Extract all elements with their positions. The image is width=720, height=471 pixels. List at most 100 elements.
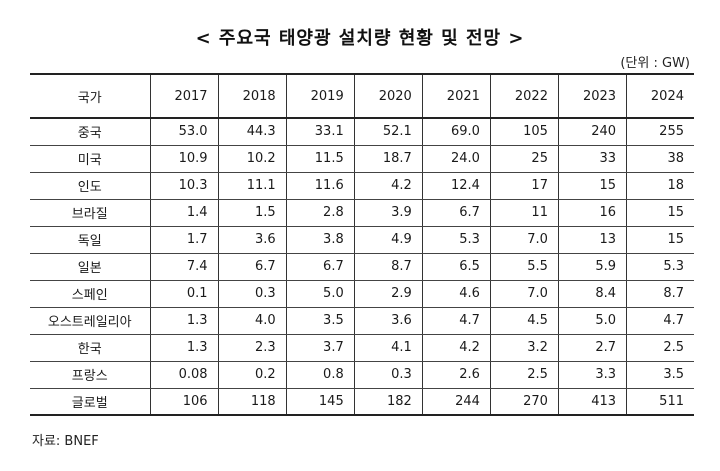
header-country: 국가 <box>30 74 151 118</box>
value-cell: 244 <box>421 388 491 416</box>
header-year: 2024 <box>626 74 694 118</box>
country-cell: 독일 <box>30 226 151 254</box>
value-cell: 6.5 <box>421 253 491 281</box>
table-body: 중국 53.0 44.3 33.1 52.1 69.0 105 240 255 미국 10.9 10.… <box>30 118 694 416</box>
table-header-row: 국가 2017 2018 2019 2020 2021 2022 2023 20… <box>30 74 694 118</box>
table-row: 미국 10.9 10.2 11.5 18.7 24.0 25 33 38 <box>30 145 694 173</box>
country-cell: 인도 <box>30 172 151 200</box>
value-cell: 11.1 <box>217 172 287 200</box>
value-cell: 4.7 <box>626 307 694 335</box>
header-year: 2023 <box>557 74 628 118</box>
value-cell: 11.6 <box>285 172 355 200</box>
value-cell: 4.5 <box>489 307 559 335</box>
value-cell: 0.08 <box>149 361 219 389</box>
value-cell: 8.7 <box>626 280 694 308</box>
value-cell: 3.5 <box>285 307 355 335</box>
country-cell: 오스트레일리아 <box>30 307 151 335</box>
value-cell: 0.2 <box>217 361 287 389</box>
table-row: 프랑스 0.08 0.2 0.8 0.3 2.6 2.5 3.3 3.5 <box>30 361 694 389</box>
value-cell: 8.7 <box>353 253 423 281</box>
value-cell: 2.5 <box>626 334 694 362</box>
value-cell: 4.1 <box>353 334 423 362</box>
source-note: 자료: BNEF <box>32 434 99 449</box>
value-cell: 4.9 <box>353 226 423 254</box>
value-cell: 10.2 <box>217 145 287 173</box>
value-cell: 33 <box>557 145 628 173</box>
country-cell: 스페인 <box>30 280 151 308</box>
value-cell: 413 <box>557 388 628 416</box>
value-cell: 5.3 <box>421 226 491 254</box>
value-cell: 1.3 <box>149 307 219 335</box>
value-cell: 182 <box>353 388 423 416</box>
value-cell: 4.0 <box>217 307 287 335</box>
value-cell: 4.2 <box>421 334 491 362</box>
value-cell: 105 <box>489 118 559 146</box>
value-cell: 52.1 <box>353 118 423 146</box>
table-row: 일본 7.4 6.7 6.7 8.7 6.5 5.5 5.9 5.3 <box>30 253 694 281</box>
table-row: 한국 1.3 2.3 3.7 4.1 4.2 3.2 2.7 2.5 <box>30 334 694 362</box>
value-cell: 4.2 <box>353 172 423 200</box>
header-year: 2021 <box>421 74 491 118</box>
value-cell: 1.5 <box>217 199 287 227</box>
value-cell: 0.3 <box>353 361 423 389</box>
unit-label: (단위 : GW) <box>620 56 690 71</box>
value-cell: 6.7 <box>421 199 491 227</box>
header-year: 2022 <box>489 74 559 118</box>
value-cell: 15 <box>626 199 694 227</box>
value-cell: 0.1 <box>149 280 219 308</box>
table-row: 오스트레일리아 1.3 4.0 3.5 3.6 4.7 4.5 5.0 4.7 <box>30 307 694 335</box>
value-cell: 3.6 <box>217 226 287 254</box>
value-cell: 2.6 <box>421 361 491 389</box>
value-cell: 10.3 <box>149 172 219 200</box>
value-cell: 511 <box>626 388 694 416</box>
value-cell: 6.7 <box>285 253 355 281</box>
value-cell: 11 <box>489 199 559 227</box>
value-cell: 2.7 <box>557 334 628 362</box>
value-cell: 69.0 <box>421 118 491 146</box>
value-cell: 8.4 <box>557 280 628 308</box>
country-cell: 글로벌 <box>30 388 151 416</box>
value-cell: 15 <box>626 226 694 254</box>
country-cell: 미국 <box>30 145 151 173</box>
country-cell: 중국 <box>30 118 151 146</box>
value-cell: 13 <box>557 226 628 254</box>
header-year: 2019 <box>285 74 355 118</box>
value-cell: 2.3 <box>217 334 287 362</box>
value-cell: 1.7 <box>149 226 219 254</box>
value-cell: 25 <box>489 145 559 173</box>
value-cell: 240 <box>557 118 628 146</box>
value-cell: 24.0 <box>421 145 491 173</box>
value-cell: 3.3 <box>557 361 628 389</box>
page-title: < 주요국 태양광 설치량 현황 및 전망 > <box>195 28 525 49</box>
value-cell: 12.4 <box>421 172 491 200</box>
value-cell: 38 <box>626 145 694 173</box>
value-cell: 3.5 <box>626 361 694 389</box>
value-cell: 10.9 <box>149 145 219 173</box>
value-cell: 145 <box>285 388 355 416</box>
value-cell: 7.0 <box>489 280 559 308</box>
value-cell: 3.6 <box>353 307 423 335</box>
table-row: 브라질 1.4 1.5 2.8 3.9 6.7 11 16 15 <box>30 199 694 227</box>
value-cell: 15 <box>557 172 628 200</box>
value-cell: 3.9 <box>353 199 423 227</box>
value-cell: 5.0 <box>557 307 628 335</box>
value-cell: 3.2 <box>489 334 559 362</box>
value-cell: 6.7 <box>217 253 287 281</box>
value-cell: 11.5 <box>285 145 355 173</box>
value-cell: 4.6 <box>421 280 491 308</box>
value-cell: 5.9 <box>557 253 628 281</box>
value-cell: 0.8 <box>285 361 355 389</box>
header-year: 2018 <box>217 74 287 118</box>
value-cell: 270 <box>489 388 559 416</box>
value-cell: 33.1 <box>285 118 355 146</box>
value-cell: 1.3 <box>149 334 219 362</box>
value-cell: 5.0 <box>285 280 355 308</box>
value-cell: 4.7 <box>421 307 491 335</box>
value-cell: 2.9 <box>353 280 423 308</box>
table-row: 독일 1.7 3.6 3.8 4.9 5.3 7.0 13 15 <box>30 226 694 254</box>
country-cell: 프랑스 <box>30 361 151 389</box>
value-cell: 5.5 <box>489 253 559 281</box>
value-cell: 3.7 <box>285 334 355 362</box>
value-cell: 1.4 <box>149 199 219 227</box>
value-cell: 106 <box>149 388 219 416</box>
